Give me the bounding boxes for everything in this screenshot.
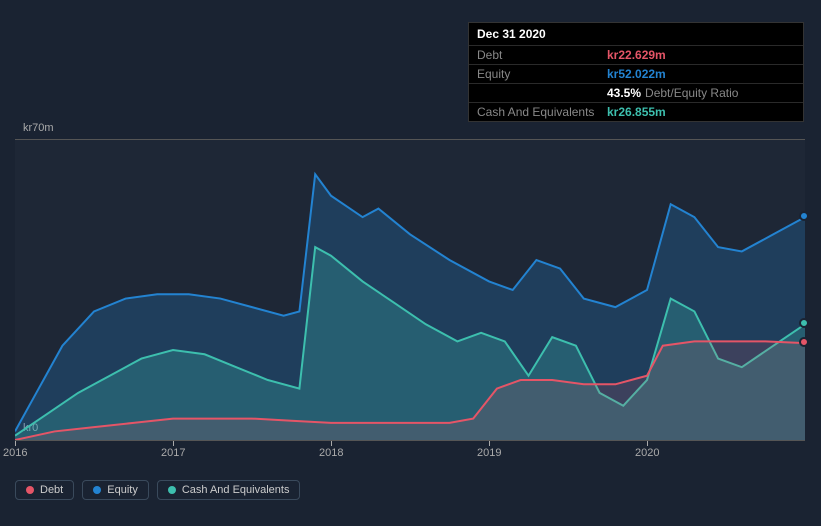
x-axis-label: 2016: [3, 447, 27, 459]
tooltip-row-value: 43.5%: [607, 86, 641, 100]
x-axis-label: 2020: [635, 447, 659, 459]
chart-legend: Debt Equity Cash And Equivalents: [15, 480, 300, 500]
legend-item-debt[interactable]: Debt: [15, 480, 74, 500]
x-axis-label: 2017: [161, 447, 185, 459]
tooltip-row-label: Debt: [477, 48, 607, 62]
x-axis-label: 2018: [319, 447, 343, 459]
series-end-marker-cash: [799, 318, 809, 328]
tooltip-title: Dec 31 2020: [469, 23, 803, 45]
tooltip-row-label: Cash And Equivalents: [477, 105, 607, 119]
tooltip-row-extra: Debt/Equity Ratio: [645, 86, 738, 100]
tooltip-row-value: kr52.022m: [607, 67, 666, 81]
legend-label: Equity: [107, 484, 138, 496]
tooltip-row-value: kr22.629m: [607, 48, 666, 62]
x-axis-tick: [647, 441, 648, 446]
chart-plot-area: [15, 140, 805, 440]
series-end-marker-debt: [799, 337, 809, 347]
legend-dot-icon: [93, 486, 101, 494]
legend-label: Debt: [40, 484, 63, 496]
x-axis-tick: [489, 441, 490, 446]
legend-dot-icon: [168, 486, 176, 494]
area-chart: kr70m kr0 20162017201820192020: [15, 125, 805, 455]
gridline-bottom: [15, 440, 805, 441]
tooltip-row-label: Equity: [477, 67, 607, 81]
tooltip-row: Debtkr22.629m: [469, 45, 803, 64]
tooltip-row-label: [477, 86, 607, 100]
x-axis-label: 2019: [477, 447, 501, 459]
x-axis-tick: [173, 441, 174, 446]
legend-label: Cash And Equivalents: [182, 484, 290, 496]
legend-item-equity[interactable]: Equity: [82, 480, 149, 500]
x-axis-tick: [331, 441, 332, 446]
x-axis-tick: [15, 441, 16, 446]
y-axis-label-top: kr70m: [23, 122, 54, 134]
legend-dot-icon: [26, 486, 34, 494]
tooltip-row: Equitykr52.022m: [469, 64, 803, 83]
tooltip-row: Cash And Equivalentskr26.855m: [469, 102, 803, 121]
data-tooltip: Dec 31 2020 Debtkr22.629mEquitykr52.022m…: [468, 22, 804, 122]
legend-item-cash[interactable]: Cash And Equivalents: [157, 480, 301, 500]
series-end-marker-equity: [799, 211, 809, 221]
tooltip-row-value: kr26.855m: [607, 105, 666, 119]
tooltip-row: 43.5% Debt/Equity Ratio: [469, 83, 803, 102]
